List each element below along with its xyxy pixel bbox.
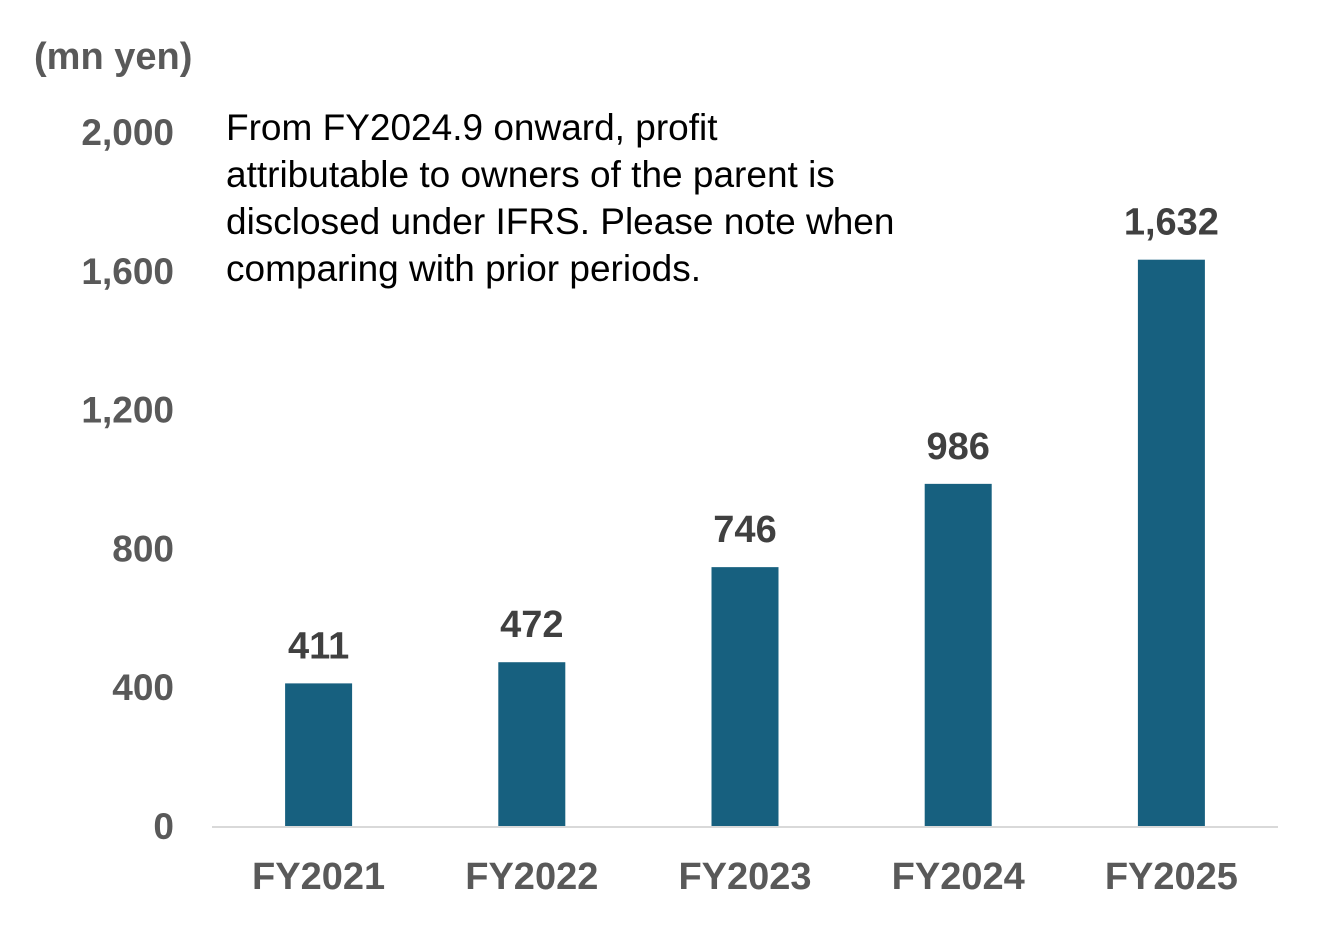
bar (924, 483, 992, 826)
data-label: 986 (926, 426, 989, 468)
y-axis-unit-label: (mn yen) (34, 36, 193, 78)
y-tick-label: 1,200 (81, 390, 174, 431)
x-tick-label: FY2025 (1105, 856, 1238, 898)
bar (1137, 259, 1205, 826)
chart-annotation: From FY2024.9 onward, profit attributabl… (226, 104, 1026, 292)
x-tick-label: FY2021 (252, 856, 385, 898)
y-axis-ticks: 0 400 800 1,200 1,600 2,000 (81, 112, 174, 847)
bar (711, 567, 779, 826)
x-tick-label: FY2022 (465, 856, 598, 898)
annotation-line: disclosed under IFRS. Please note when (226, 201, 895, 242)
x-tick-label: FY2023 (678, 856, 811, 898)
bar (498, 662, 566, 826)
bar (285, 683, 353, 826)
y-tick-label: 400 (112, 667, 174, 708)
data-label: 746 (713, 509, 776, 551)
data-label: 411 (288, 625, 349, 667)
y-tick-label: 0 (153, 806, 174, 847)
data-label: 1,632 (1124, 202, 1219, 244)
annotation-line: attributable to owners of the parent is (226, 154, 835, 195)
x-axis-ticks: FY2021 FY2022 FY2023 FY2024 FY2025 (252, 856, 1238, 898)
x-tick-label: FY2024 (892, 856, 1025, 898)
annotation-line: From FY2024.9 onward, profit (226, 107, 718, 148)
annotation-line: comparing with prior periods. (226, 248, 702, 289)
data-labels: 411 472 746 986 1,632 (288, 202, 1219, 668)
y-tick-label: 800 (112, 528, 174, 569)
y-tick-label: 1,600 (81, 251, 174, 292)
bars (285, 259, 1205, 826)
data-label: 472 (500, 604, 563, 646)
y-tick-label: 2,000 (81, 112, 174, 153)
